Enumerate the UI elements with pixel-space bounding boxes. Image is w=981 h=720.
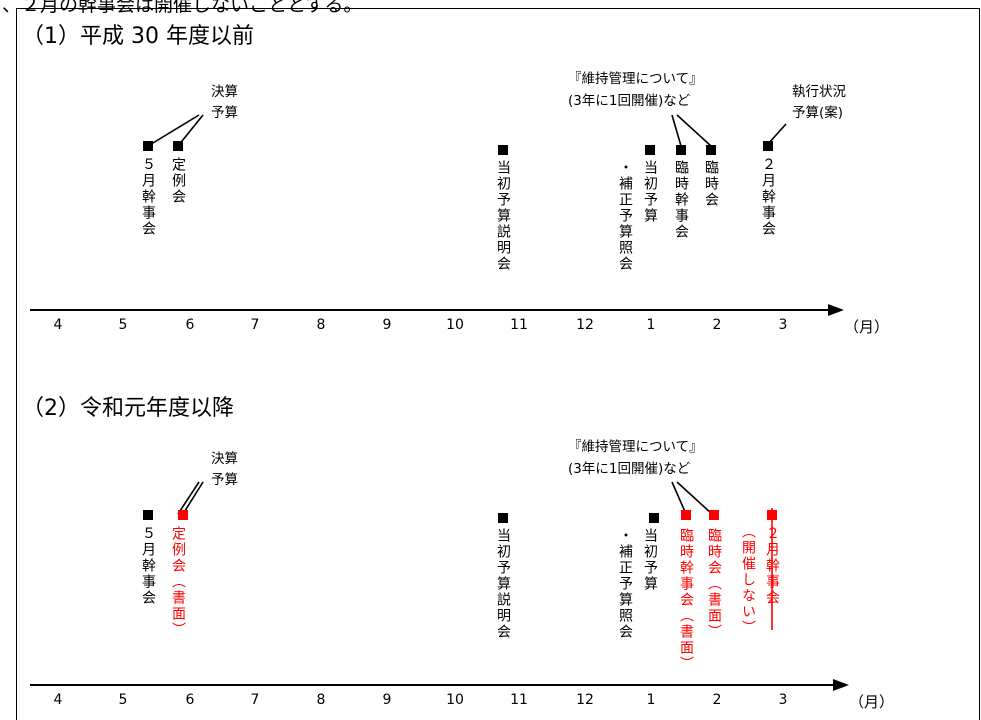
callout-line (767, 123, 787, 145)
s1-rinji-kanji-label: 臨時幹事会 (673, 160, 689, 240)
event-marker-changed (709, 510, 719, 520)
s2-callout-iji-2: (3年に1回開催)など (568, 461, 691, 477)
s1-callout-iji-1: 『維持管理について』 (568, 71, 703, 87)
s1-month-1: 1 (646, 317, 656, 333)
callout-line (671, 114, 682, 147)
s2-month-1: 1 (646, 692, 656, 708)
event-marker (763, 141, 773, 151)
s2-month-4: 4 (53, 692, 63, 708)
s1-time-axis (30, 309, 830, 311)
s2-hosei-shoukai-label: ・補正予算照会 (617, 528, 633, 640)
s1-callout-kessan-1: 決算 (211, 84, 238, 100)
event-marker (676, 145, 686, 155)
s1-callout-shikkou-2: 予算(案) (792, 105, 844, 121)
s2-month-10: 10 (446, 692, 464, 708)
s1-tousho-yosan-label: 当初予算 (642, 160, 658, 224)
s1-callout-shikkou-1: 執行状況 (792, 84, 846, 100)
s2-feb-kanji-label: ２月幹事会 (764, 526, 780, 606)
callout-line (676, 481, 713, 515)
s2-month-6: 6 (185, 692, 195, 708)
diagram-frame (16, 8, 980, 720)
s2-teireikai-label: 定例会（書面） (170, 526, 186, 638)
event-marker-changed (767, 510, 777, 520)
s1-month-10: 10 (446, 317, 464, 333)
event-marker-changed (681, 510, 691, 520)
s1-month-unit: （月） (844, 318, 890, 336)
s1-month-12: 12 (576, 317, 594, 333)
s1-may-kanji-label: ５月幹事会 (140, 157, 156, 237)
callout-line (676, 114, 712, 147)
event-marker (143, 510, 153, 520)
s1-hosei-shoukai-label: ・補正予算照会 (617, 160, 633, 272)
callout-line (182, 481, 204, 515)
s1-month-7: 7 (250, 317, 260, 333)
s2-month-12: 12 (576, 692, 594, 708)
callout-line (177, 114, 204, 147)
s2-month-7: 7 (250, 692, 260, 708)
callout-line (147, 114, 200, 147)
s2-month-3: 3 (778, 692, 788, 708)
s1-month-2: 2 (712, 317, 722, 333)
s2-time-axis (30, 684, 835, 686)
s2-month-unit: （月） (849, 693, 895, 711)
s1-rinjikai-label: 臨時会 (703, 160, 719, 208)
s1-month-3: 3 (778, 317, 788, 333)
event-marker (498, 145, 508, 155)
section2-title: （2）令和元年度以降 (22, 396, 234, 421)
callout-line (671, 481, 687, 515)
s1-callout-kessan-2: 予算 (211, 105, 238, 121)
section1-title: （1）平成 30 年度以前 (22, 24, 254, 49)
s2-callout-kessan-1: 決算 (211, 451, 238, 467)
event-marker (645, 145, 655, 155)
event-marker (143, 141, 153, 151)
s2-month-9: 9 (382, 692, 392, 708)
s1-callout-iji-2: (3年に1回開催)など (568, 93, 691, 109)
s1-feb-kanji-label: ２月幹事会 (760, 157, 776, 237)
s2-tousho-setsumei-label: 当初予算説明会 (495, 528, 511, 640)
s1-tousho-setsumei-label: 当初予算説明会 (495, 160, 511, 272)
s2-may-kanji-label: ５月幹事会 (140, 526, 156, 606)
s2-tousho-yosan-label: 当初予算 (642, 528, 658, 592)
s2-callout-kessan-2: 予算 (211, 472, 238, 488)
s1-month-6: 6 (185, 317, 195, 333)
s2-axis-arrow (833, 679, 849, 691)
event-marker (706, 145, 716, 155)
s1-month-4: 4 (53, 317, 63, 333)
s2-feb-note-label: （開催しない） (740, 524, 756, 636)
s2-month-5: 5 (118, 692, 128, 708)
s2-month-2: 2 (712, 692, 722, 708)
event-marker (498, 513, 508, 523)
s1-month-5: 5 (118, 317, 128, 333)
s1-month-9: 9 (382, 317, 392, 333)
callout-line (177, 481, 200, 515)
s1-teireikai-label: 定例会 (170, 157, 186, 205)
event-marker (649, 513, 659, 523)
s1-month-11: 11 (510, 317, 528, 333)
s1-axis-arrow (828, 304, 844, 316)
s2-month-8: 8 (316, 692, 326, 708)
event-marker-changed (178, 510, 188, 520)
s2-rinji-kanji-label: 臨時幹事会（書面） (678, 528, 694, 672)
event-marker (173, 141, 183, 151)
s2-month-11: 11 (510, 692, 528, 708)
s2-callout-iji-1: 『維持管理について』 (568, 439, 703, 455)
s1-month-8: 8 (316, 317, 326, 333)
s2-rinjikai-label: 臨時会（書面） (706, 528, 722, 640)
